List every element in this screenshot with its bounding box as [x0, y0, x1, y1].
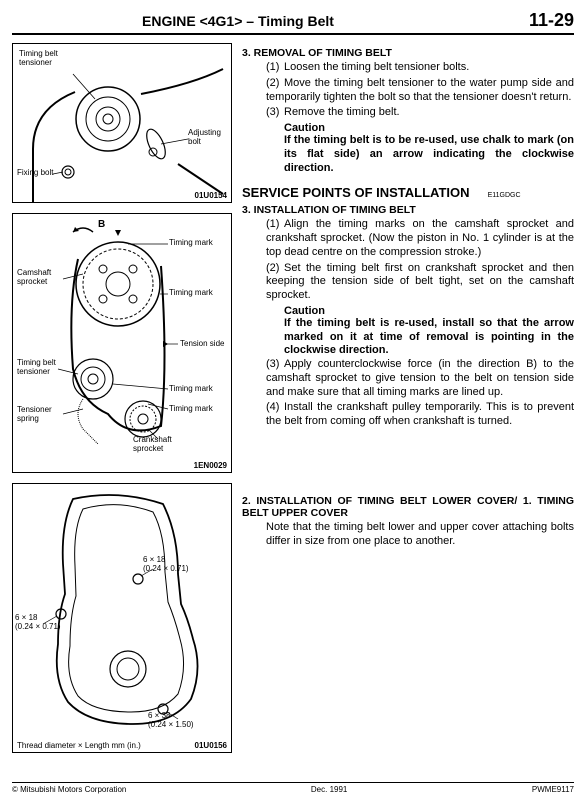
label-camshaft: Camshaft sprocket: [17, 269, 51, 287]
label-tensioner: Timing belt tensioner: [19, 50, 58, 68]
fig3-caption: Thread diameter × Length mm (in.): [17, 741, 141, 750]
install2-note: Note that the timing belt lower and uppe…: [266, 521, 574, 549]
header-title: ENGINE <4G1> – Timing Belt: [142, 13, 334, 29]
figure-timing-marks: B Timing mark Timing mark Camshaft sproc…: [12, 213, 232, 473]
step: (4)Install the crankshaft pulley tempora…: [266, 401, 574, 429]
footer-date: Dec. 1991: [311, 785, 347, 794]
footer-copyright: © Mitsubishi Motors Corporation: [12, 785, 126, 794]
label-crank: Crankshaft sprocket: [133, 436, 172, 454]
fig2-code: 1EN0029: [194, 461, 227, 470]
service-title: SERVICE POINTS OF INSTALLATION E11GDGC: [242, 185, 574, 200]
section3-steps: (1)Loosen the timing belt tensioner bolt…: [266, 61, 574, 120]
caution-text-2: If the timing belt is re-used, install s…: [284, 317, 574, 358]
caution-label-2: Caution: [284, 305, 574, 317]
install3-steps-cont: (3)Apply counterclockwise force (in the …: [266, 358, 574, 429]
fig3-code: 01U0156: [195, 741, 227, 750]
label-adjusting: Adjusting bolt: [188, 129, 221, 147]
install3-title: 3. INSTALLATION OF TIMING BELT: [242, 204, 574, 216]
label-tbt: Timing belt tensioner: [17, 359, 56, 377]
caution-text: If the timing belt is to be re-used, use…: [284, 134, 574, 175]
label-tm2: Timing mark: [169, 289, 213, 298]
fig1-code: 01U0154: [195, 191, 227, 200]
label-bolt1: 6 × 18 (0.24 × 0.71): [15, 614, 61, 632]
page-footer: © Mitsubishi Motors Corporation Dec. 199…: [12, 782, 574, 794]
step: (3)Remove the timing belt.: [266, 106, 574, 120]
figure-cover-bolts: 6 × 18 (0.24 × 0.71) 6 × 18 (0.24 × 0.71…: [12, 483, 232, 753]
label-spring: Tensioner spring: [17, 406, 52, 424]
label-bolt3: 6 × 38 (0.24 × 1.50): [148, 712, 194, 730]
step: (3)Apply counterclockwise force (in the …: [266, 358, 574, 399]
step: (2)Move the timing belt tensioner to the…: [266, 77, 574, 105]
main-content: Timing belt tensioner Adjusting bolt Fix…: [12, 43, 574, 763]
label-tm3: Timing mark: [169, 385, 213, 394]
figures-column: Timing belt tensioner Adjusting bolt Fix…: [12, 43, 232, 763]
install3-steps: (1)Align the timing marks on the camshaf…: [266, 218, 574, 303]
install2-title: 2. INSTALLATION OF TIMING BELT LOWER COV…: [242, 495, 574, 519]
step: (2)Set the timing belt first on cranksha…: [266, 262, 574, 303]
caution-label: Caution: [284, 122, 574, 134]
section3-title: 3. REMOVAL OF TIMING BELT: [242, 47, 574, 59]
label-fixing: Fixing bolt: [17, 169, 53, 178]
figure-tensioner: Timing belt tensioner Adjusting bolt Fix…: [12, 43, 232, 203]
page-number: 11-29: [529, 10, 574, 31]
text-column: 3. REMOVAL OF TIMING BELT (1)Loosen the …: [242, 43, 574, 763]
label-b: B: [98, 219, 105, 230]
label-tm1: Timing mark: [169, 239, 213, 248]
step: (1)Loosen the timing belt tensioner bolt…: [266, 61, 574, 75]
label-bolt2: 6 × 18 (0.24 × 0.71): [143, 556, 189, 574]
fig1-svg: [13, 44, 231, 202]
step: (1)Align the timing marks on the camshaf…: [266, 218, 574, 259]
label-tension: Tension side: [180, 340, 224, 349]
page-header: ENGINE <4G1> – Timing Belt 11-29: [12, 10, 574, 35]
label-tm4: Timing mark: [169, 405, 213, 414]
footer-pub: PWME9117: [532, 785, 574, 794]
